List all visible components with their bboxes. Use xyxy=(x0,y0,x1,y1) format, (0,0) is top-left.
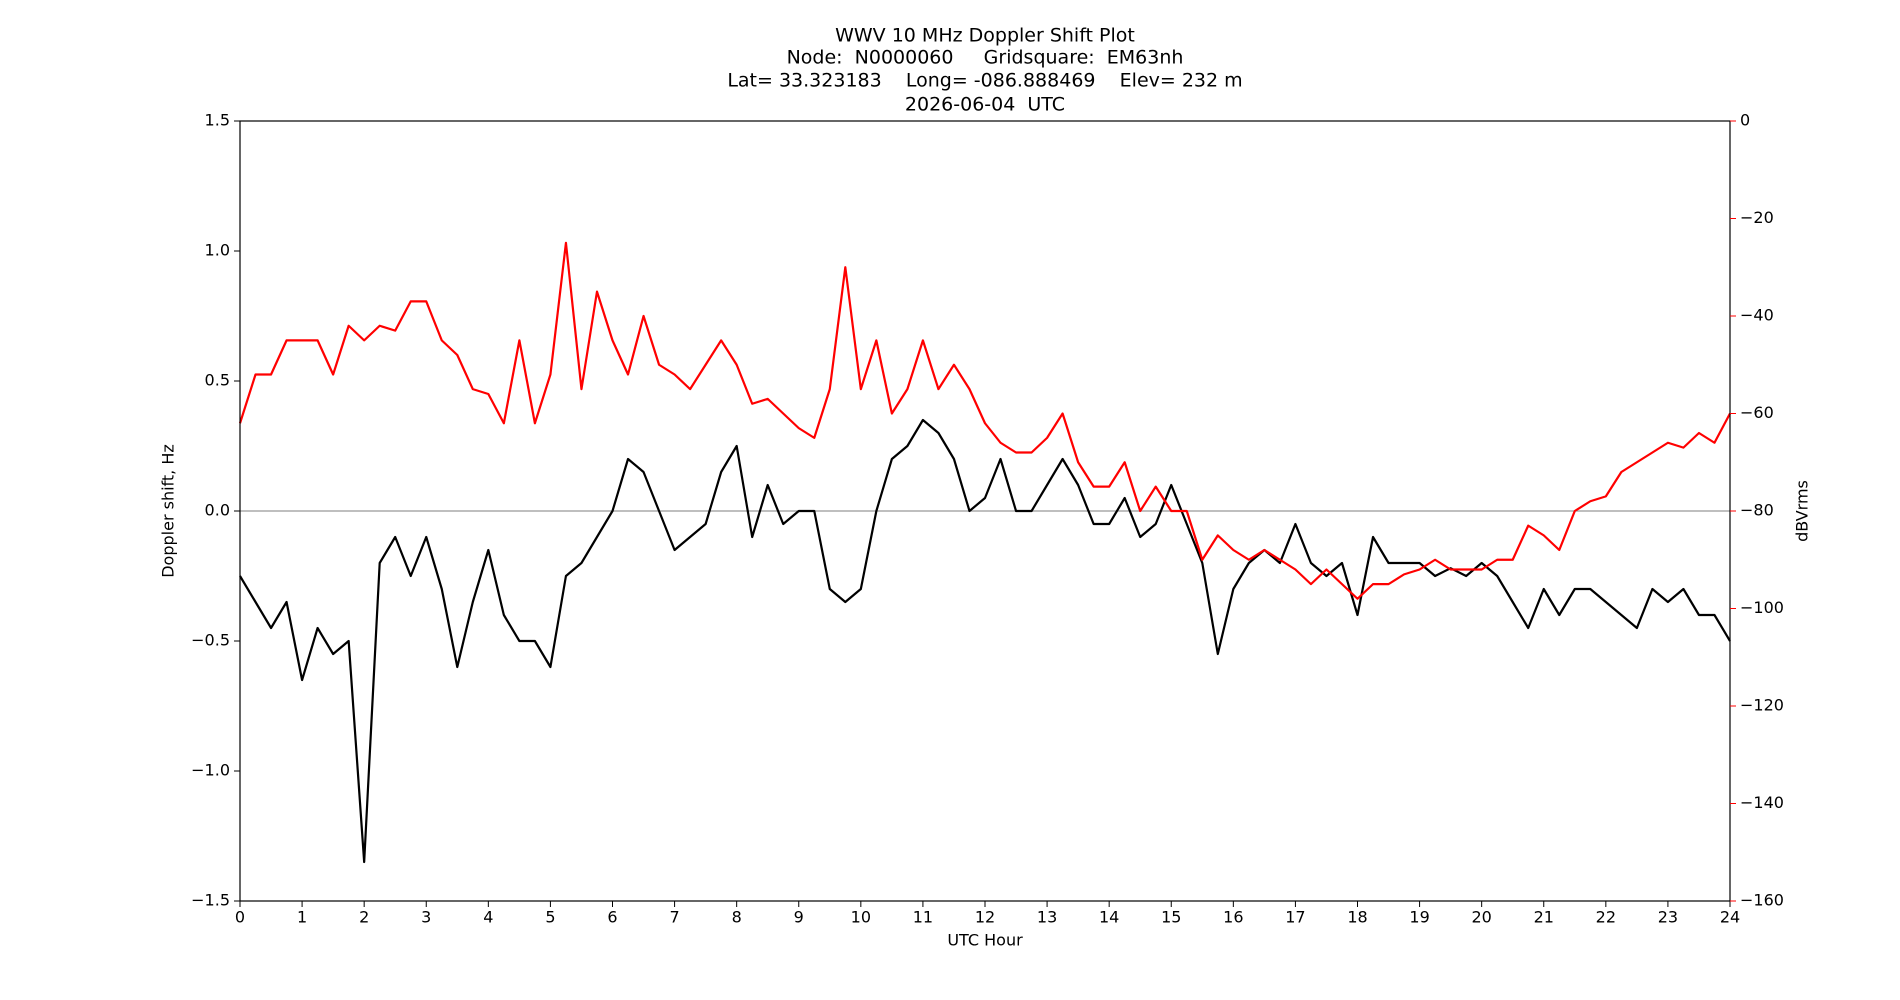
x-tick-label: 24 xyxy=(1720,908,1740,927)
y2-tick-label: −140 xyxy=(1740,793,1784,812)
x-tick-label: 13 xyxy=(1037,908,1057,927)
x-tick-label: 22 xyxy=(1596,908,1616,927)
data-line xyxy=(239,418,1731,864)
x-tick-label: 17 xyxy=(1285,908,1305,927)
x-tick-label: 20 xyxy=(1471,908,1491,927)
y2-tick-label: −40 xyxy=(1740,306,1774,325)
chart-subtitle: 2026-06-04 UTC xyxy=(905,94,1065,116)
chart-subtitle: Node: N0000060 Gridsquare: EM63nh xyxy=(787,47,1184,69)
x-tick-label: 8 xyxy=(732,908,742,927)
x-tick-label: 23 xyxy=(1658,908,1678,927)
x-tick-label: 19 xyxy=(1409,908,1429,927)
y-tick-label: 1.0 xyxy=(205,241,230,260)
chart-title: WWV 10 MHz Doppler Shift Plot xyxy=(835,25,1135,47)
x-tick-label: 14 xyxy=(1099,908,1119,927)
x-tick-label: 9 xyxy=(794,908,804,927)
x-tick-label: 2 xyxy=(359,908,369,927)
x-tick-label: 10 xyxy=(851,908,871,927)
y-tick-label: −0.5 xyxy=(191,631,230,650)
y2-tick-label: 0 xyxy=(1740,111,1750,130)
x-tick-label: 0 xyxy=(235,908,245,927)
chart-subtitle: Lat= 33.323183 Long= -086.888469 Elev= 2… xyxy=(727,70,1242,92)
y-tick-label: −1.0 xyxy=(191,761,230,780)
x-tick-label: 12 xyxy=(975,908,995,927)
data-line xyxy=(238,241,1731,600)
y2-tick-label: −100 xyxy=(1740,598,1784,617)
y-tick-label: 0.0 xyxy=(205,501,230,520)
x-tick-label: 16 xyxy=(1223,908,1243,927)
y2-tick-label: −160 xyxy=(1740,891,1784,910)
y2-tick-label: −60 xyxy=(1740,403,1774,422)
y2-tick-label: −120 xyxy=(1740,696,1784,715)
y2-tick-label: −20 xyxy=(1740,208,1774,227)
x-tick-label: 21 xyxy=(1534,908,1554,927)
y2-axis-label: dBVrms xyxy=(1793,480,1812,542)
x-tick-label: 5 xyxy=(545,908,555,927)
x-tick-label: 6 xyxy=(607,908,617,927)
x-tick-label: 15 xyxy=(1161,908,1181,927)
x-axis-label: UTC Hour xyxy=(947,931,1023,950)
y-tick-label: −1.5 xyxy=(191,891,230,910)
x-tick-label: 11 xyxy=(913,908,933,927)
x-tick-label: 4 xyxy=(483,908,493,927)
x-tick-label: 3 xyxy=(421,908,431,927)
x-tick-label: 7 xyxy=(669,908,679,927)
x-tick-label: 18 xyxy=(1347,908,1367,927)
y-tick-label: 1.5 xyxy=(205,111,230,130)
y-tick-label: 0.5 xyxy=(205,371,230,390)
y2-tick-label: −80 xyxy=(1740,501,1774,520)
y-axis-label: Doppler shift, Hz xyxy=(159,444,178,578)
x-tick-label: 1 xyxy=(297,908,307,927)
